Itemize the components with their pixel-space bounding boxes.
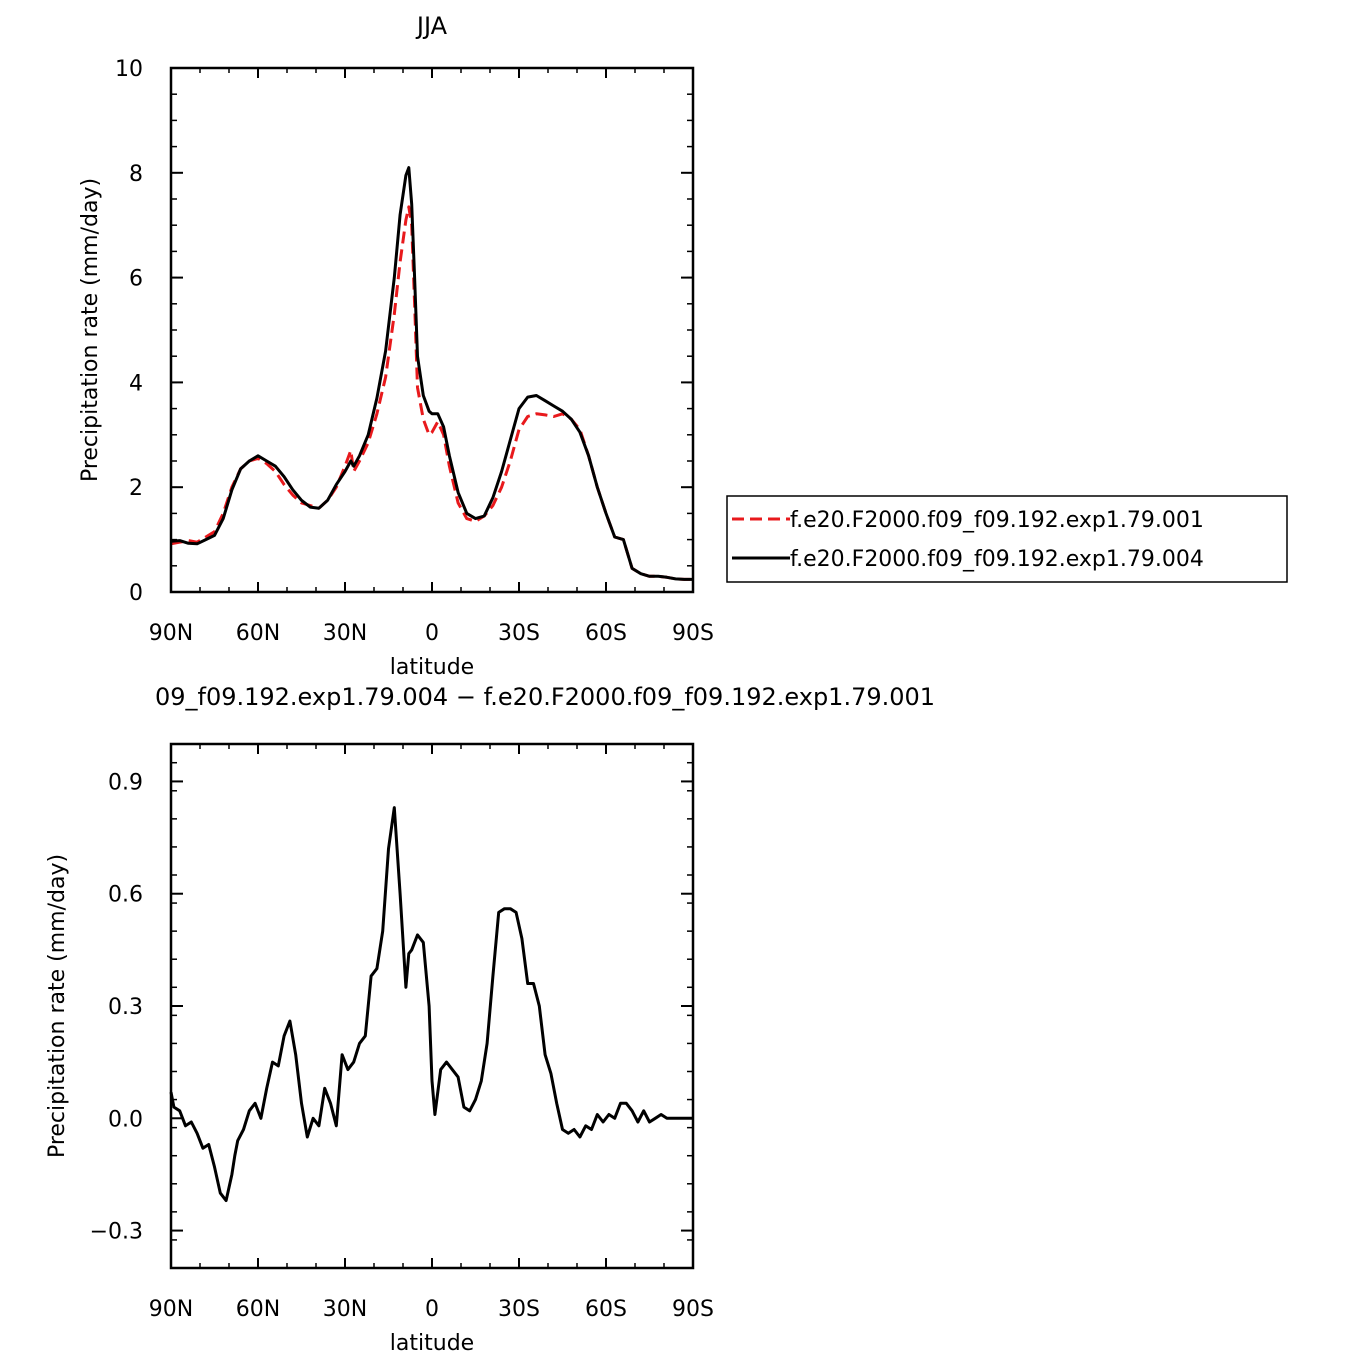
plot-frame [169,742,695,1270]
series-group [169,806,693,1203]
legend: f.e20.F2000.f09_f09.192.exp1.79.001 f.e2… [726,495,1288,583]
series-line-2 [170,166,693,581]
y-axis-title: Precipitation rate (mm/day) [78,178,103,482]
x-axis-title: latitude [390,655,474,680]
legend-label-001: f.e20.F2000.f09_f09.192.exp1.79.001 [790,508,1204,533]
x-tick-label: 60N [236,621,280,646]
series-line-1 [169,806,693,1203]
x-tick-label: 60S [585,1297,627,1322]
chart-title: JJA [415,12,448,40]
y-tick-label: 6 [129,267,143,292]
axis-ticks: 90N 60N 30N 0 30S 60S 90S 0 2 4 6 8 10 [115,57,714,646]
x-tick-label: 0 [425,621,439,646]
y-tick-label: 10 [115,57,143,82]
x-tick-label: 30S [498,621,540,646]
y-axis-title: Precipitation rate (mm/day) [45,854,70,1158]
plot-frame [169,66,695,594]
x-tick-label: 90N [149,621,193,646]
y-tick-label: 0.9 [108,770,143,795]
x-tick-label: 60N [236,1297,280,1322]
legend-box [726,495,1288,583]
x-tick-label: 60S [585,621,627,646]
series-group [170,166,693,581]
difference-title: 09_f09.192.exp1.79.004 − f.e20.F2000.f09… [155,683,935,711]
axis-ticks: 90N 60N 30N 0 30S 60S 90S −0.3 0.0 0.3 0.6 0.9 [90,744,714,1322]
y-tick-label: −0.3 [90,1220,143,1245]
y-tick-label: 0 [129,581,143,606]
y-tick-label: 0.0 [108,1107,143,1132]
series-line-1 [170,205,693,581]
y-tick-label: 2 [129,476,143,501]
bottom-panel: 09_f09.192.exp1.79.004 − f.e20.F2000.f09… [45,683,935,1356]
x-tick-label: 30N [323,1297,367,1322]
x-tick-label: 90N [149,1297,193,1322]
x-tick-label: 90S [672,621,714,646]
x-tick-label: 30S [498,1297,540,1322]
x-axis-title: latitude [390,1331,474,1356]
y-tick-label: 4 [129,371,143,396]
y-tick-label: 0.3 [108,995,143,1020]
x-tick-label: 0 [425,1297,439,1322]
x-tick-label: 90S [672,1297,714,1322]
legend-label-004: f.e20.F2000.f09_f09.192.exp1.79.004 [790,547,1204,572]
y-tick-label: 8 [129,162,143,187]
y-tick-label: 0.6 [108,883,143,908]
x-tick-label: 30N [323,621,367,646]
